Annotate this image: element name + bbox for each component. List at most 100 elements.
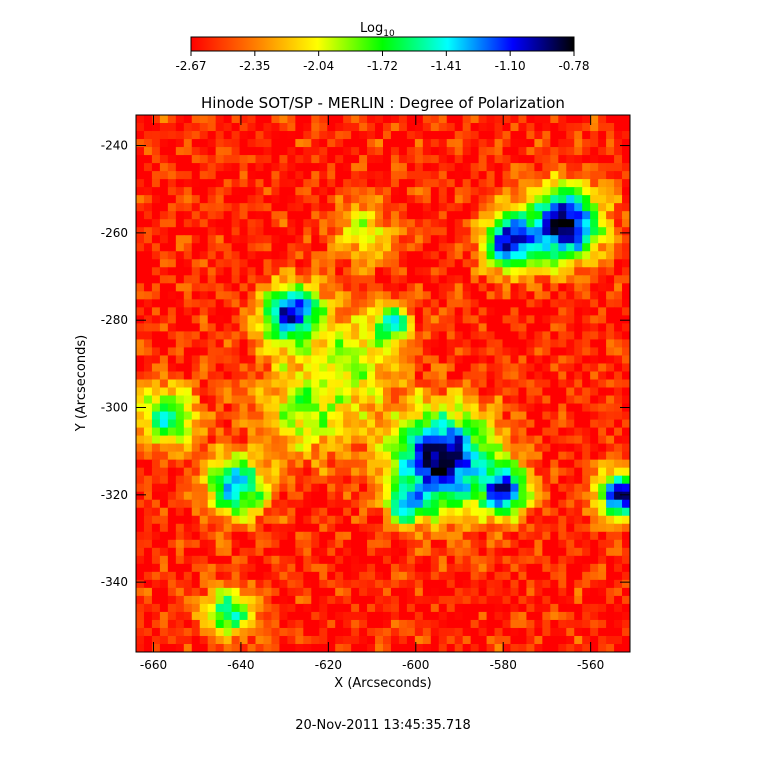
heatmap-cell — [470, 507, 480, 517]
heatmap-cell — [151, 579, 161, 589]
heatmap-cell — [367, 131, 376, 140]
heatmap-cell — [414, 547, 424, 557]
heatmap-cell — [406, 275, 416, 284]
heatmap-cell — [335, 547, 344, 557]
heatmap-cell — [398, 227, 408, 236]
heatmap-cell — [271, 147, 281, 156]
heatmap-cell — [175, 227, 185, 236]
heatmap-cell — [311, 211, 320, 220]
heatmap-cell — [287, 403, 296, 413]
heatmap-cell — [550, 491, 559, 501]
heatmap-cell — [582, 507, 591, 517]
heatmap-cell — [271, 467, 281, 477]
heatmap-cell — [614, 531, 623, 541]
heatmap-cell — [375, 115, 384, 124]
heatmap-cell — [255, 275, 265, 284]
heatmap-cell — [470, 371, 480, 381]
heatmap-cell — [510, 139, 520, 148]
heatmap-cell — [271, 571, 281, 581]
heatmap-cell — [383, 259, 392, 268]
heatmap-cell — [143, 603, 153, 613]
heatmap-cell — [215, 603, 225, 613]
heatmap-cell — [359, 475, 368, 485]
heatmap-cell — [422, 267, 432, 276]
heatmap-cell — [590, 219, 599, 228]
heatmap-cell — [287, 619, 296, 629]
heatmap-cell — [470, 251, 480, 260]
heatmap-cell — [359, 299, 368, 308]
heatmap-cell — [247, 187, 257, 196]
heatmap-cell — [231, 555, 241, 565]
heatmap-cell — [183, 323, 193, 332]
heatmap-cell — [574, 419, 583, 429]
heatmap-cell — [343, 491, 352, 501]
heatmap-cell — [454, 299, 464, 308]
heatmap-cell — [622, 347, 630, 357]
heatmap-cell — [534, 331, 543, 341]
heatmap-cell — [542, 227, 551, 236]
heatmap-cell — [295, 539, 304, 549]
heatmap-cell — [359, 419, 368, 429]
heatmap-cell — [518, 611, 528, 621]
heatmap-cell — [462, 531, 472, 541]
heatmap-cell — [351, 211, 360, 220]
heatmap-cell — [223, 227, 233, 236]
heatmap-cell — [271, 403, 281, 413]
heatmap-cell — [167, 171, 177, 180]
heatmap-cell — [167, 555, 177, 565]
heatmap-cell — [207, 235, 217, 244]
heatmap-cell — [191, 483, 201, 493]
heatmap-cell — [542, 531, 551, 541]
heatmap-cell — [390, 619, 400, 629]
heatmap-cell — [311, 299, 320, 308]
heatmap-cell — [151, 227, 161, 236]
heatmap-cell — [542, 315, 551, 324]
heatmap-cell — [303, 275, 312, 284]
heatmap-cell — [167, 251, 177, 260]
heatmap-cell — [486, 259, 496, 268]
heatmap-cell — [191, 195, 201, 204]
heatmap-cell — [215, 211, 225, 220]
heatmap-cell — [510, 627, 520, 637]
heatmap-cell — [406, 179, 416, 188]
heatmap-cell — [534, 475, 543, 485]
heatmap-cell — [207, 347, 217, 357]
heatmap-cell — [398, 467, 408, 477]
heatmap-cell — [359, 371, 368, 381]
heatmap-cell — [622, 275, 630, 284]
heatmap-cell — [159, 579, 169, 589]
heatmap-cell — [271, 595, 281, 605]
heatmap-cell — [614, 379, 623, 389]
heatmap-cell — [295, 299, 304, 308]
heatmap-cell — [247, 435, 257, 445]
heatmap-cell — [247, 267, 257, 276]
heatmap-cell — [271, 187, 281, 196]
heatmap-cell — [159, 395, 169, 405]
heatmap-cell — [247, 499, 257, 509]
heatmap-cell — [494, 211, 504, 220]
heatmap-cell — [191, 171, 201, 180]
heatmap-cell — [383, 387, 392, 397]
heatmap-cell — [311, 491, 320, 501]
heatmap-cell — [207, 243, 217, 252]
heatmap-cell — [359, 587, 368, 597]
heatmap-cell — [614, 291, 623, 300]
heatmap-cell — [175, 203, 185, 212]
heatmap-cell — [574, 203, 583, 212]
heatmap-cell — [622, 635, 630, 645]
heatmap-cell — [319, 299, 328, 308]
heatmap-cell — [319, 259, 328, 268]
heatmap-cell — [183, 331, 193, 341]
heatmap-cell — [143, 555, 153, 565]
heatmap-cell — [582, 211, 591, 220]
heatmap-cell — [550, 395, 559, 405]
heatmap-cell — [223, 315, 233, 324]
heatmap-cell — [518, 643, 528, 652]
heatmap-cell — [438, 595, 448, 605]
heatmap-cell — [167, 387, 177, 397]
heatmap-cell — [271, 355, 281, 365]
heatmap-cell — [215, 563, 225, 573]
heatmap-cell — [167, 523, 177, 533]
heatmap-cell — [574, 131, 583, 140]
heatmap-cell — [606, 115, 615, 124]
